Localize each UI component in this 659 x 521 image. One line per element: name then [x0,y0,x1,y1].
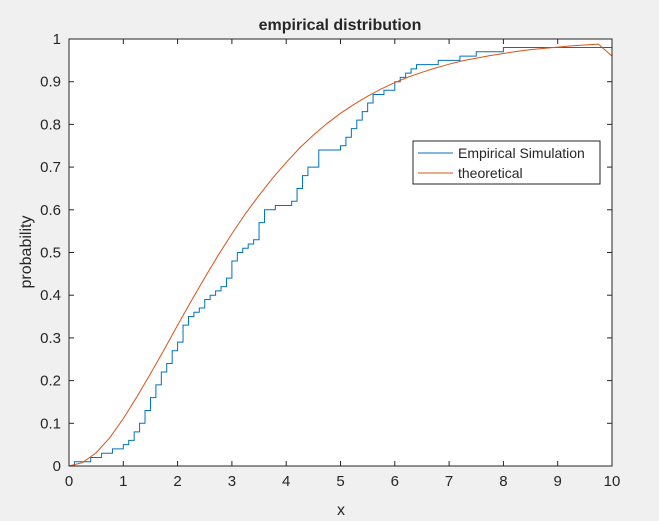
x-tick-label: 2 [173,473,181,490]
series-line-theoretical [68,43,613,467]
legend: Empirical Simulation theoretical [412,140,601,185]
y-tick-label: 0.1 [40,415,61,432]
x-axis-label: x [337,502,345,519]
legend-label-theoretical: theoretical [458,165,523,181]
legend-label-empirical: Empirical Simulation [458,145,585,161]
x-tick-label: 10 [604,473,621,490]
y-tick-label: 0.6 [40,202,61,219]
y-tick-label: 0.7 [40,159,61,176]
y-tick-label: 0.9 [40,74,61,91]
x-tick-label: 0 [65,473,73,490]
y-tick-label: 0.5 [40,245,61,262]
y-ticks: 0 0.1 0.2 0.3 0.4 0.5 0.6 0.7 0.8 0.9 1 [40,31,612,475]
series-layer [68,43,613,467]
y-tick-label: 0 [53,458,61,475]
plot-area [69,39,612,466]
x-tick-label: 9 [554,473,562,490]
y-tick-label: 0.3 [40,330,61,347]
y-tick-label: 0.4 [40,287,61,304]
y-tick-label: 0.8 [40,116,61,133]
x-tick-label: 6 [391,473,399,490]
x-tick-label: 4 [282,473,290,490]
y-tick-label: 1 [53,31,61,48]
x-tick-label: 5 [336,473,344,490]
y-axis-label: probability [18,216,35,289]
x-tick-label: 8 [499,473,507,490]
x-ticks: 0 1 2 3 4 5 6 7 8 9 10 [65,39,621,490]
series-line-empirical [73,47,612,466]
chart-title: empirical distribution [259,17,422,34]
x-tick-label: 3 [228,473,236,490]
x-tick-label: 1 [119,473,127,490]
legend-box [412,140,601,185]
x-tick-label: 7 [445,473,453,490]
y-tick-label: 0.2 [40,373,61,390]
